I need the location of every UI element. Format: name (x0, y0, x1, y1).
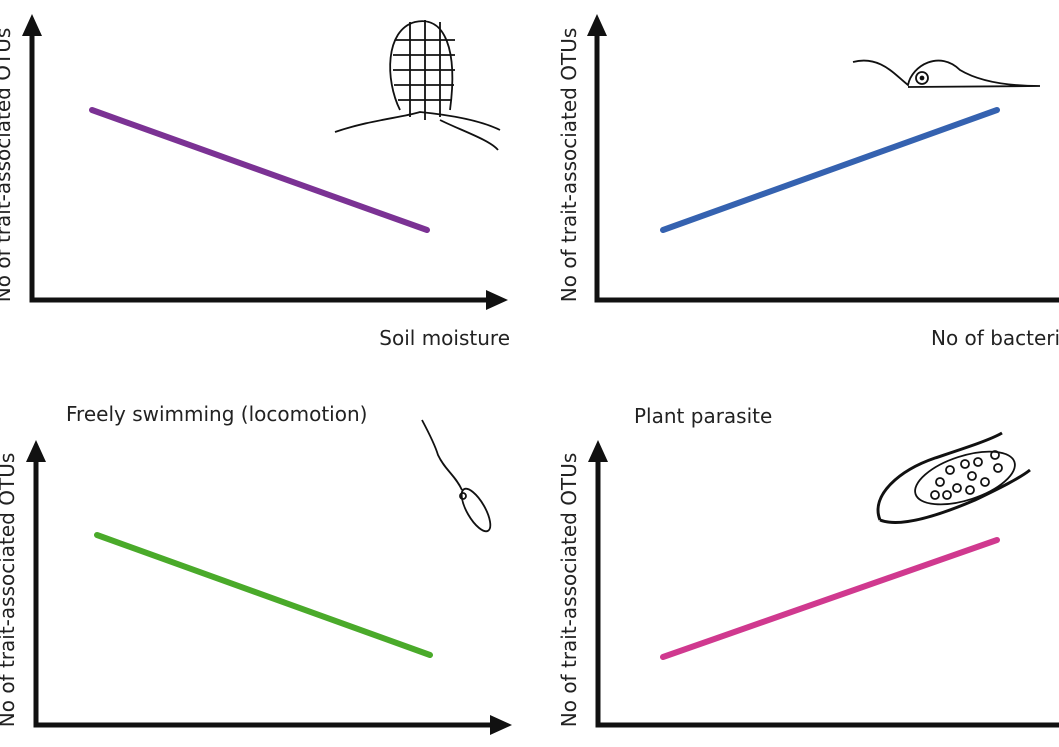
trend-line (89, 107, 430, 233)
trend-line (94, 532, 433, 658)
icon (421, 419, 492, 533)
x-label: Soil moisture (379, 326, 510, 350)
axes (29, 28, 493, 303)
y-label: No of trait-associated OTUs (557, 453, 581, 727)
icon (876, 431, 1031, 524)
trend-line (660, 537, 1000, 660)
axes (33, 454, 497, 728)
panel: No of trait-associated OTUs Soil moistur… (0, 14, 510, 350)
icon (334, 20, 501, 151)
axes (594, 28, 1059, 303)
spores (930, 450, 1003, 500)
y-label: No of trait-associated OTUs (0, 28, 15, 302)
arrowhead (588, 440, 608, 462)
panel: No of trait-associated OTUs No of bacter… (557, 14, 1059, 350)
panel: Freely swimming (locomotion) No of trait… (0, 402, 512, 735)
trend-line (660, 107, 1000, 233)
panel-title: Plant parasite (634, 404, 772, 428)
axes (595, 454, 1059, 728)
icon (852, 59, 1041, 88)
y-label: No of trait-associated OTUs (557, 28, 581, 302)
panel: Plant parasite No of trait-associated OT… (557, 404, 1059, 728)
x-label: No of bacteria (931, 326, 1059, 350)
arrowheads (26, 440, 512, 735)
arrowhead (587, 14, 607, 36)
arrowheads (22, 14, 508, 310)
y-label: No of trait-associated OTUs (0, 453, 19, 727)
panel-title: Freely swimming (locomotion) (66, 402, 367, 426)
